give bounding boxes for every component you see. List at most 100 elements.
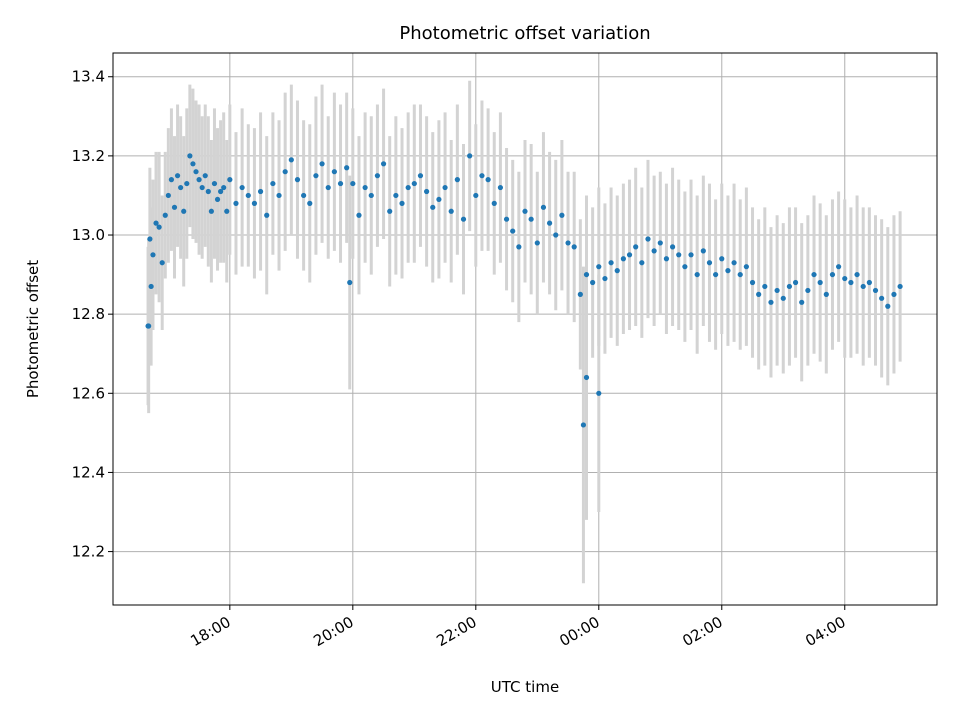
data-point xyxy=(307,200,313,206)
data-point xyxy=(836,264,842,270)
data-point xyxy=(187,153,193,159)
data-point xyxy=(694,271,700,278)
data-point xyxy=(516,244,522,250)
data-point xyxy=(774,287,780,294)
data-point xyxy=(224,208,230,214)
data-point xyxy=(221,184,227,191)
data-point xyxy=(156,224,162,230)
data-point xyxy=(799,299,805,305)
data-point xyxy=(503,216,510,222)
data-point xyxy=(669,244,676,250)
data-point xyxy=(417,173,424,179)
data-point xyxy=(688,252,694,258)
data-point xyxy=(165,192,171,199)
data-point xyxy=(762,283,768,290)
data-point xyxy=(184,180,190,187)
y-tick-label: 12.4 xyxy=(72,463,105,481)
data-point xyxy=(202,173,208,179)
data-point xyxy=(860,283,866,290)
data-point xyxy=(288,157,294,163)
data-point xyxy=(768,299,774,305)
data-point xyxy=(193,169,199,175)
outlier-point xyxy=(596,390,602,396)
data-point xyxy=(731,260,737,266)
data-point xyxy=(205,188,211,195)
data-point xyxy=(577,291,583,297)
data-point xyxy=(454,177,460,183)
data-point xyxy=(319,161,325,167)
data-point xyxy=(344,165,350,171)
data-point xyxy=(786,283,793,290)
data-point xyxy=(148,283,154,290)
data-point xyxy=(553,232,559,238)
data-point xyxy=(190,161,196,167)
data-point xyxy=(301,192,307,199)
y-tick-label: 13.2 xyxy=(72,147,105,165)
data-point xyxy=(282,169,288,175)
data-point xyxy=(817,279,823,286)
data-point xyxy=(645,236,651,242)
y-tick-label: 13.4 xyxy=(72,68,105,86)
data-point xyxy=(233,200,239,206)
data-point xyxy=(356,212,362,218)
chart-title: Photometric offset variation xyxy=(399,23,650,44)
data-point xyxy=(208,208,214,214)
data-point xyxy=(872,287,879,294)
data-point xyxy=(245,192,251,199)
data-point xyxy=(756,291,762,297)
data-point xyxy=(522,208,528,214)
data-point xyxy=(608,260,614,266)
data-point xyxy=(590,279,596,286)
data-point xyxy=(227,177,233,183)
data-point xyxy=(178,184,184,191)
data-point xyxy=(866,279,872,286)
data-point xyxy=(153,220,159,226)
data-point xyxy=(337,180,344,187)
data-point xyxy=(181,208,187,214)
y-axis-label: Photometric offset xyxy=(24,260,42,398)
data-point xyxy=(639,260,645,266)
data-point xyxy=(854,271,860,278)
data-point xyxy=(614,268,620,274)
data-point xyxy=(879,295,885,301)
data-point xyxy=(792,279,799,286)
data-point xyxy=(239,184,245,191)
data-point xyxy=(602,275,608,282)
data-point xyxy=(380,161,387,167)
data-point xyxy=(620,256,626,262)
data-point xyxy=(331,169,337,175)
data-point xyxy=(565,240,571,246)
data-point xyxy=(196,177,202,183)
data-point xyxy=(528,216,534,222)
data-point xyxy=(823,291,829,297)
data-point xyxy=(583,271,590,278)
outlier-point xyxy=(583,374,590,381)
data-point xyxy=(479,173,485,179)
data-point xyxy=(571,244,577,250)
data-point xyxy=(387,208,393,214)
data-point xyxy=(885,303,891,309)
data-point xyxy=(829,271,836,278)
data-point xyxy=(174,173,181,179)
data-point xyxy=(424,188,430,195)
data-point xyxy=(399,200,405,206)
y-tick-label: 12.6 xyxy=(72,384,105,402)
outlier-point xyxy=(580,422,587,428)
point-layer xyxy=(145,153,903,428)
data-point xyxy=(467,153,473,159)
data-point xyxy=(682,264,688,270)
data-point xyxy=(657,240,663,246)
data-point xyxy=(276,192,282,199)
data-point xyxy=(497,184,504,191)
data-point xyxy=(147,236,153,242)
data-point xyxy=(811,271,817,278)
data-point xyxy=(162,212,168,218)
data-point xyxy=(596,264,602,270)
data-point xyxy=(350,180,356,187)
data-point xyxy=(473,192,479,199)
data-point xyxy=(199,184,205,191)
x-axis-label: UTC time xyxy=(491,678,559,696)
data-point xyxy=(651,248,657,254)
